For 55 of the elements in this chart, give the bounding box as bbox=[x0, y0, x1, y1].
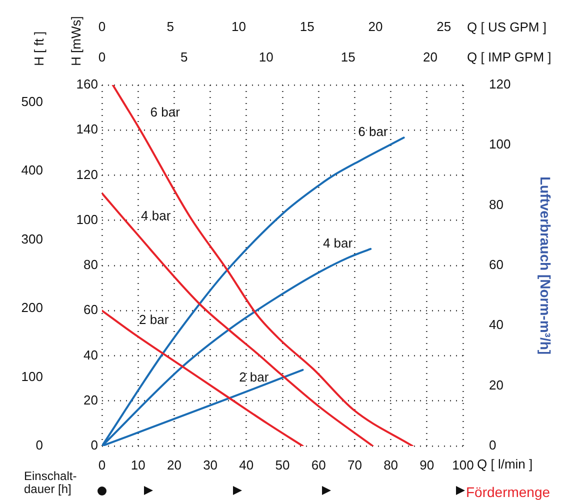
y2-tick-label: 20 bbox=[489, 377, 504, 392]
text: 20 bbox=[422, 50, 438, 65]
x-tick-label: 60 bbox=[311, 457, 326, 472]
text: 10 bbox=[258, 50, 274, 65]
x-tick-label: 90 bbox=[420, 457, 434, 472]
y3-tick-label: 0 bbox=[36, 438, 43, 453]
x-tick-label: 80 bbox=[384, 457, 398, 472]
text: Einschalt- dauer [h] bbox=[24, 469, 77, 496]
y-tick-label: 80 bbox=[84, 257, 98, 272]
y3-axis-title: H [ ft ] bbox=[32, 31, 47, 66]
y2-tick-label: 40 bbox=[489, 317, 504, 332]
series-label: 2 bar bbox=[239, 369, 270, 384]
x2-tick-label: 15 bbox=[300, 18, 314, 34]
x2-tick-label: 5 bbox=[166, 18, 174, 34]
x-tick-label: 20 bbox=[166, 457, 182, 472]
x-tick-label: 50 bbox=[275, 457, 290, 472]
text: 15 bbox=[340, 50, 356, 65]
y3-tick-label: 200 bbox=[21, 300, 43, 316]
y3-tick-label: 100 bbox=[21, 368, 43, 384]
series-label: 2 bar bbox=[139, 312, 170, 327]
series-label: 6 bar bbox=[358, 124, 388, 140]
y2-axis-title: Luftverbrauch [Norm-m³/h] bbox=[538, 176, 554, 355]
y-tick-label: 0 bbox=[90, 438, 98, 453]
series-label: 4 bar bbox=[141, 208, 172, 223]
x2-tick-label: 10 bbox=[232, 18, 246, 34]
x-tick-label: 70 bbox=[347, 457, 362, 472]
y-tick-label: 120 bbox=[76, 166, 98, 182]
y-axis-title: H [mWs] bbox=[68, 16, 84, 66]
y2-tick-label: 120 bbox=[489, 76, 511, 92]
y-tick-label: 60 bbox=[84, 302, 98, 318]
series-label: 4 bar bbox=[322, 236, 354, 251]
x-axis-title: Q [ l/min ] bbox=[477, 456, 533, 472]
y2-tick-label: 80 bbox=[489, 196, 504, 212]
series-label: 6 bar bbox=[150, 104, 181, 120]
x-tick-label: 10 bbox=[130, 457, 146, 472]
y3-tick-label: 400 bbox=[21, 162, 43, 178]
y2-tick-label: 100 bbox=[489, 136, 511, 152]
x-tick-label: 40 bbox=[239, 457, 254, 472]
x2-axis-title: Q [ US GPM ] bbox=[467, 20, 546, 35]
x-tick-label: 100 bbox=[452, 457, 474, 472]
text: Fördermenge bbox=[466, 484, 550, 500]
y-tick-label: 100 bbox=[76, 212, 98, 227]
text: Q [ IMP GPM ] bbox=[467, 50, 552, 65]
text: 5 bbox=[180, 50, 188, 65]
x2-tick-label: 25 bbox=[436, 18, 452, 34]
y-tick-label: 40 bbox=[84, 347, 98, 362]
y2-tick-label: 0 bbox=[489, 438, 496, 453]
y-tick-label: 160 bbox=[76, 76, 98, 92]
y3-tick-label: 300 bbox=[21, 231, 43, 246]
y2-tick-label: 60 bbox=[489, 257, 504, 272]
x2-tick-label: 20 bbox=[368, 18, 383, 34]
y-tick-label: 20 bbox=[84, 392, 98, 408]
y3-tick-label: 500 bbox=[21, 94, 43, 109]
y-tick-label: 140 bbox=[76, 122, 98, 137]
x-tick-label: 30 bbox=[203, 457, 218, 472]
